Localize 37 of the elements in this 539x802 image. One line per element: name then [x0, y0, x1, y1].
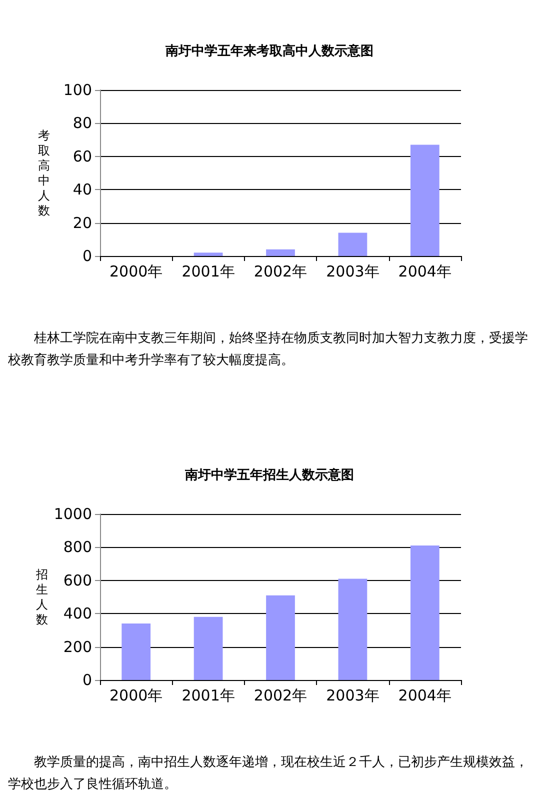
y-tick-label: 20 — [72, 214, 92, 232]
bar — [266, 249, 295, 256]
bar — [266, 595, 295, 680]
y-tick-label: 1000 — [54, 505, 92, 523]
y-tick-label: 100 — [63, 81, 92, 99]
bar — [194, 616, 223, 680]
x-tick-label: 2002年 — [254, 686, 308, 704]
y-tick-label: 800 — [63, 538, 92, 556]
text: 桂林工学院在南中支教三年期间，始终坚持在物质支教同时加大智力支教力度，受援学校教育教学质量和中考升学率有了较大幅度提高。 — [8, 330, 529, 370]
bar — [194, 252, 223, 256]
x-tick-label: 2000年 — [110, 262, 163, 280]
y-tick-label: 80 — [72, 114, 92, 132]
x-tick-label: 2000年 — [110, 686, 163, 704]
bar — [410, 144, 440, 256]
y-tick-label: 200 — [63, 638, 92, 656]
y-tick-label: 600 — [63, 571, 92, 590]
bar — [338, 578, 368, 680]
y-tick-label: 400 — [63, 604, 92, 623]
x-tick-label: 2003年 — [326, 686, 380, 704]
y-tick-label: 40 — [72, 180, 92, 199]
x-tick-label: 2004年 — [398, 262, 452, 280]
y-tick-label: 0 — [82, 671, 92, 689]
chart-title: 南圩中学五年来考取高中人数示意图 — [164, 43, 374, 59]
y-axis-title: 考取高中人数 — [38, 128, 50, 218]
chart-title: 南圩中学五年招生人数示意图 — [184, 467, 354, 483]
bar — [338, 232, 368, 256]
y-axis-title: 招生人数 — [34, 568, 48, 626]
bar — [122, 624, 151, 680]
y-tick-label: 0 — [82, 247, 92, 265]
x-tick-label: 2001年 — [182, 262, 235, 280]
x-tick-label: 2003年 — [326, 262, 380, 280]
bar — [410, 546, 440, 680]
text: 教学质量的提高，南中招生人数逐年递增，现在校生近２千人，已初步产生规模效益，学校也步入了良性循环轨道。 — [8, 754, 529, 794]
x-tick-label: 2002年 — [254, 262, 308, 280]
x-tick-label: 2004年 — [398, 686, 452, 704]
x-tick-label: 2001年 — [182, 686, 235, 704]
y-tick-label: 60 — [72, 147, 92, 166]
